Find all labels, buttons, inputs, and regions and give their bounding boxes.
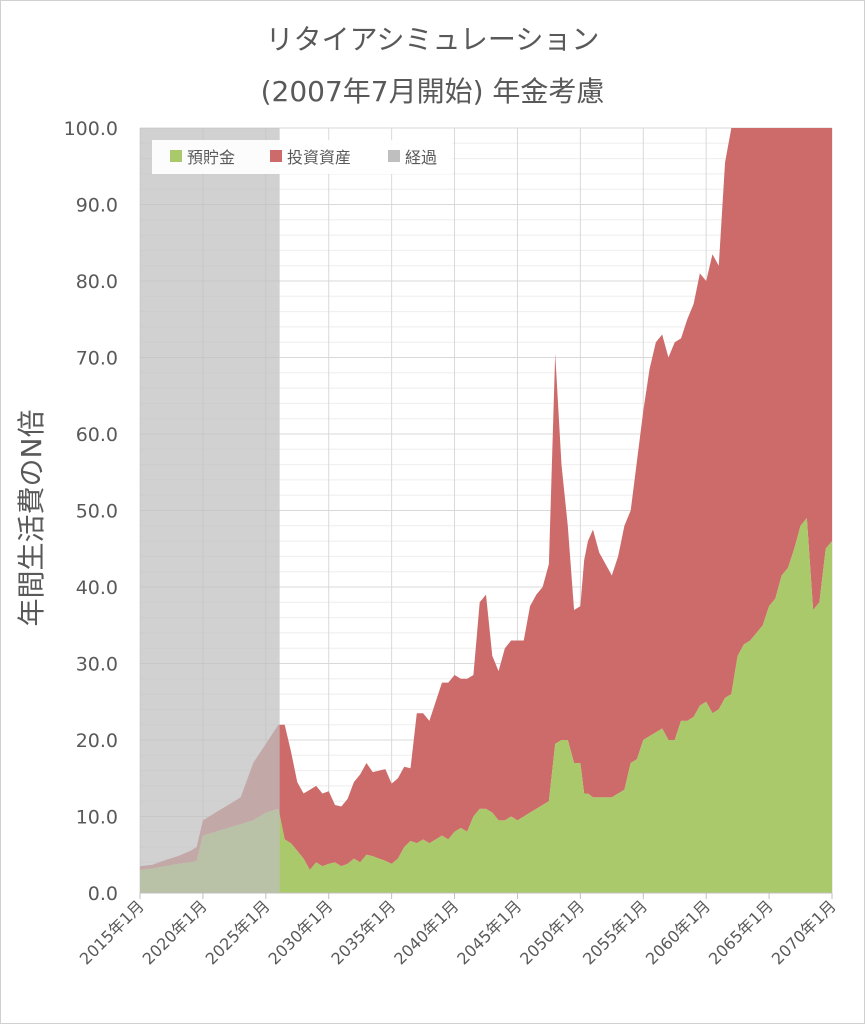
legend: 預貯金 投資資産 経過 — [152, 140, 452, 174]
x-tick-label: 2035年1月 — [327, 896, 399, 968]
x-tick-label: 2015年1月 — [76, 896, 148, 968]
x-tick-label: 2040年1月 — [390, 896, 462, 968]
x-tick-label: 2020年1月 — [139, 896, 211, 968]
legend-label: 投資資産 — [287, 148, 351, 167]
x-tick-label: 2070年1月 — [768, 896, 840, 968]
y-tick-label: 30.0 — [76, 654, 118, 676]
legend-box — [152, 140, 452, 174]
x-tick-label: 2050年1月 — [516, 896, 588, 968]
x-tick-label: 2025年1月 — [202, 896, 274, 968]
elapsed-region — [140, 128, 280, 893]
legend-label: 預貯金 — [187, 148, 235, 167]
x-tick-labels: 2015年1月2020年1月2025年1月2030年1月2035年1月2040年… — [76, 896, 840, 968]
y-tick-label: 10.0 — [76, 807, 118, 829]
y-tick-labels: 0.0 10.0 20.0 30.0 40.0 50.0 60.0 70.0 80.0 90.0 1… — [64, 118, 118, 905]
legend-swatch — [270, 150, 282, 162]
legend-swatch — [170, 150, 182, 162]
y-tick-label: 0.0 — [88, 883, 118, 905]
y-tick-label: 60.0 — [76, 424, 118, 446]
x-tick-label: 2030年1月 — [264, 896, 336, 968]
x-tick-label: 2060年1月 — [642, 896, 714, 968]
y-tick-label: 70.0 — [76, 348, 118, 370]
legend-swatch — [388, 150, 400, 162]
series-area-savings — [140, 518, 832, 893]
y-tick-label: 80.0 — [76, 271, 118, 293]
y-tick-label: 40.0 — [76, 577, 118, 599]
y-tick-label: 50.0 — [76, 501, 118, 523]
chart-subtitle: (2007年7月開始) 年金考慮 — [260, 75, 605, 108]
y-tick-label: 90.0 — [76, 195, 118, 217]
y-tick-label: 20.0 — [76, 730, 118, 752]
x-tick-label: 2065年1月 — [705, 896, 777, 968]
legend-label: 経過 — [405, 148, 437, 167]
elapsed-overlay — [140, 128, 280, 893]
x-tick-label: 2055年1月 — [579, 896, 651, 968]
y-tick-label: 100.0 — [64, 118, 118, 140]
chart-title: リタイアシミュレーション — [265, 23, 600, 56]
data-areas — [140, 128, 832, 893]
x-tick-label: 2045年1月 — [453, 896, 525, 968]
axes — [139, 892, 833, 899]
series-area-investment — [140, 128, 832, 871]
